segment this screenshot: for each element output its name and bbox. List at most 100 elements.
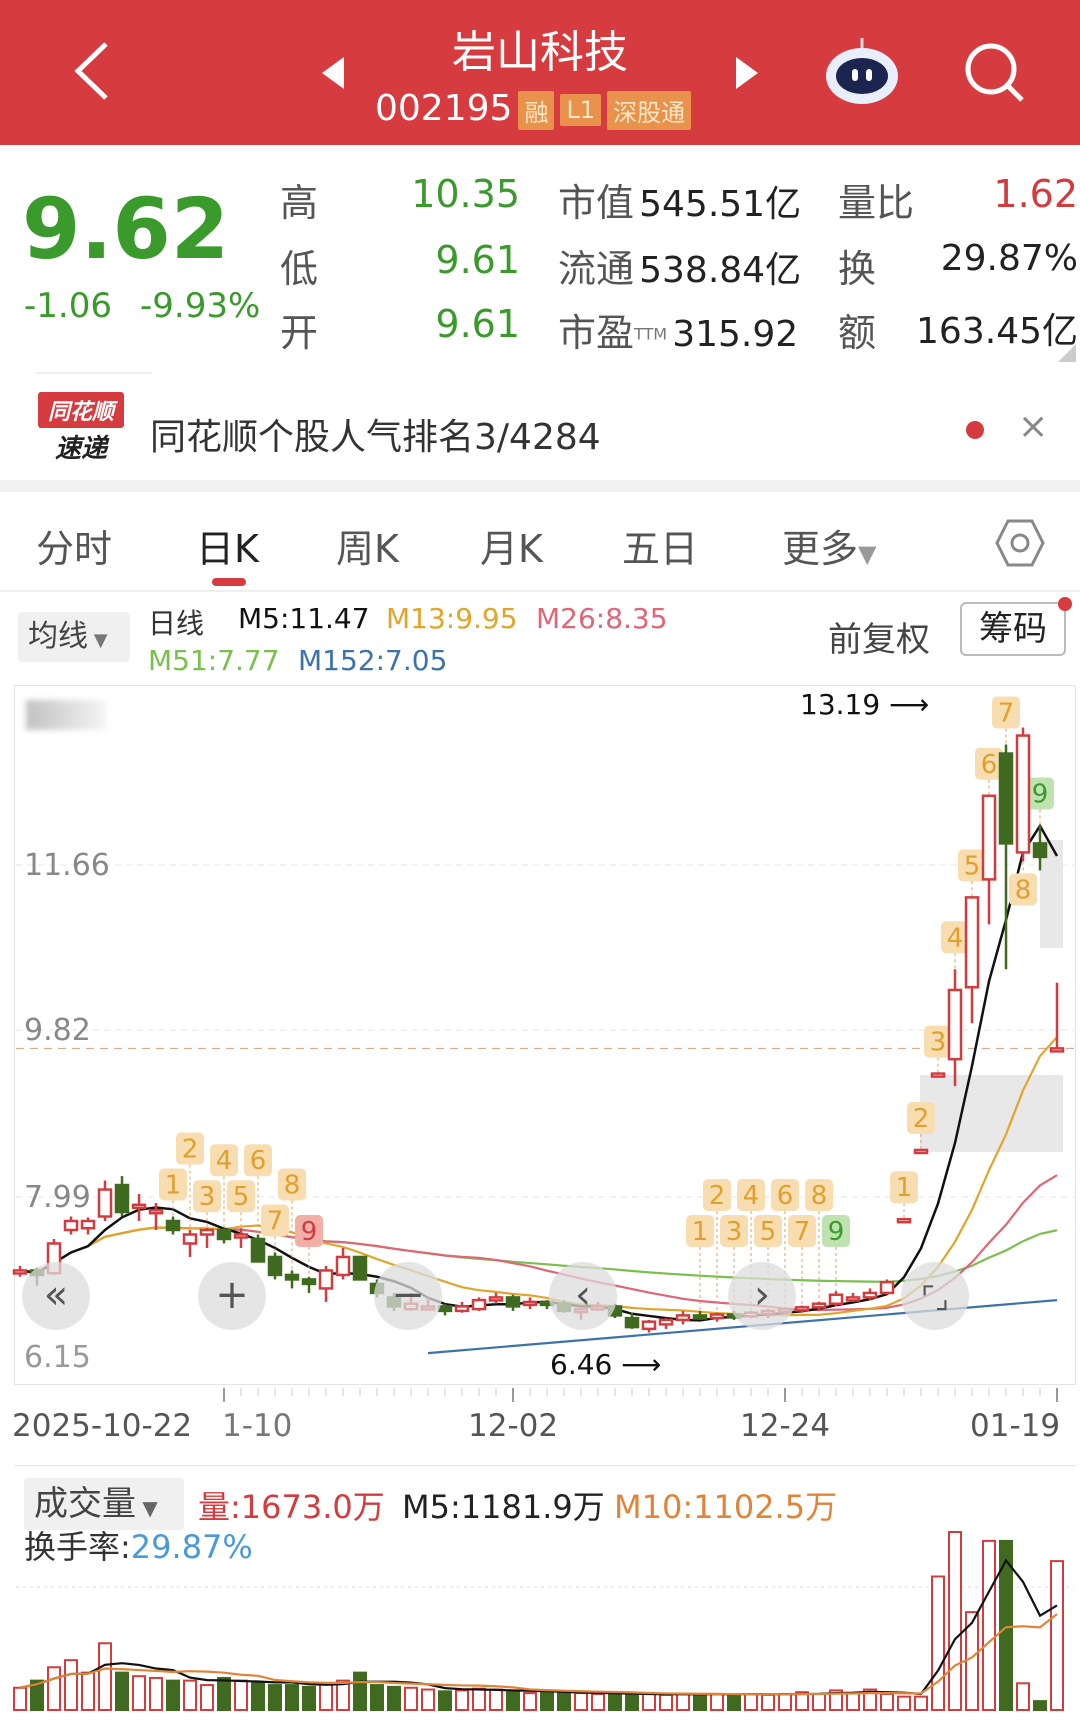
candle-body <box>692 1314 708 1320</box>
amount-label: 额 <box>838 311 877 355</box>
stock-code-row: 002195 融 L1 深股通 <box>375 88 692 130</box>
td-mark-badge <box>754 1215 782 1247</box>
candle-body <box>216 1228 232 1241</box>
candle-body <box>964 896 980 989</box>
td-mark-badge <box>992 696 1020 729</box>
fullscreen-button[interactable]: ⌜⌟ <box>901 1262 969 1330</box>
volume-bar <box>98 1642 112 1711</box>
volume-bar <box>166 1679 180 1712</box>
dropdown-triangle-icon: ▼ <box>858 540 877 568</box>
volume-bar <box>132 1675 146 1712</box>
candle-body <box>352 1255 368 1281</box>
price-change: -1.06 <box>24 286 112 326</box>
candle-body <box>233 1233 249 1239</box>
td-mark-badge <box>1026 777 1054 810</box>
candle-body <box>318 1269 334 1290</box>
volume-ratio-value: 1.62 <box>993 172 1078 216</box>
candle-body <box>199 1228 215 1236</box>
market-cap-label: 市值 <box>558 181 635 225</box>
forward-adjust-button[interactable]: 前复权 <box>828 620 930 660</box>
candle-body <box>641 1320 657 1331</box>
td-mark-label: 1 <box>165 1171 182 1201</box>
volume-indicator-selector[interactable]: 成交量 ▼ <box>24 1478 184 1530</box>
close-banner-icon[interactable]: × <box>1018 406 1049 447</box>
candle-body <box>97 1188 113 1218</box>
tab-five-day[interactable]: 五日 <box>622 527 699 571</box>
candle-body <box>114 1183 130 1214</box>
tab-daily-k[interactable]: 日K <box>196 527 259 571</box>
volume-bar <box>982 1539 996 1712</box>
kline-chart[interactable] <box>14 685 1076 1385</box>
pe-label: 市盈 <box>558 311 635 355</box>
chips-button[interactable]: 筹码 <box>960 602 1066 656</box>
candle-body <box>488 1296 504 1302</box>
td-mark-label: 9 <box>828 1217 845 1247</box>
robot-icon[interactable] <box>822 34 902 106</box>
td-mark-label: 9 <box>301 1217 318 1247</box>
x-tick-label: 1-10 <box>222 1408 293 1444</box>
market-cap: 市值 545.51亿 <box>558 172 801 227</box>
section-gap <box>0 480 1080 492</box>
expand-corner-icon[interactable] <box>1058 344 1076 362</box>
candle-body <box>794 1306 810 1312</box>
candle-body <box>1032 842 1048 859</box>
prev-stock-arrow-icon[interactable] <box>320 55 346 91</box>
volume-bar <box>999 1539 1013 1712</box>
candle-body <box>182 1233 198 1245</box>
y-tick-label: 6.15 <box>24 1340 91 1375</box>
td-mark-badge <box>720 1215 748 1247</box>
td-mark-label: 6 <box>981 750 998 780</box>
zoom-in-button[interactable]: + <box>198 1262 266 1330</box>
td-mark-badge <box>159 1168 187 1201</box>
ma13-line <box>19 1036 1058 1317</box>
volume-panel <box>14 1465 1076 1723</box>
active-tab-indicator <box>212 578 246 586</box>
arrow-right-icon: ⟶ <box>621 1348 662 1381</box>
td-mark-badge <box>176 1132 204 1165</box>
volume-value: 量:1673.0万 <box>198 1488 385 1526</box>
td-mark-label: 6 <box>777 1181 794 1211</box>
candle-body <box>471 1298 487 1311</box>
td-mark-badge <box>261 1204 289 1237</box>
low-value: 9.61 <box>435 238 520 282</box>
tag-margin: 融 <box>518 90 555 130</box>
pan-left-button[interactable]: ‹ <box>549 1262 617 1330</box>
scroll-to-start-button[interactable]: « <box>22 1262 90 1330</box>
candle-body <box>930 1072 946 1078</box>
zoom-in-icon: + <box>215 1272 249 1318</box>
candle-body <box>505 1296 521 1308</box>
popularity-rank-text[interactable]: 同花顺个股人气排名3/4284 <box>150 417 601 458</box>
zoom-out-button[interactable]: − <box>374 1262 442 1330</box>
tab-monthly-k[interactable]: 月K <box>480 527 543 571</box>
td-mark-badge <box>975 747 1003 780</box>
volume-bar <box>387 1685 401 1711</box>
volume-ratio-label: 量比 <box>838 181 915 225</box>
next-stock-arrow-icon[interactable] <box>734 55 760 91</box>
candle-body <box>845 1296 861 1302</box>
x-tick-label: 01-19 <box>970 1408 1061 1444</box>
indicator-selector[interactable]: 均线 ▼ <box>18 612 130 662</box>
gap-zone <box>1040 840 1063 948</box>
logo-bottom: 速递 <box>54 434 107 464</box>
td-mark-badge <box>244 1144 272 1177</box>
tab-weekly-k[interactable]: 周K <box>336 527 399 571</box>
td-mark-label: 1 <box>692 1217 709 1247</box>
candle-body <box>981 794 997 881</box>
volume-bar <box>1033 1700 1047 1711</box>
search-icon[interactable] <box>962 40 1026 104</box>
pan-right-button[interactable]: › <box>728 1262 796 1330</box>
volume-bar <box>336 1679 350 1712</box>
market-cap-value: 545.51亿 <box>639 184 802 225</box>
open-value: 9.61 <box>435 302 520 346</box>
candle-body <box>947 988 963 1061</box>
td-mark-badge <box>210 1144 238 1177</box>
td-mark-badge <box>890 1171 918 1204</box>
volume-bar <box>149 1676 163 1711</box>
tab-intraday[interactable]: 分时 <box>36 527 113 571</box>
settings-hexagon-icon[interactable] <box>995 518 1045 568</box>
candle-body <box>675 1314 691 1322</box>
back-chevron-left-icon[interactable] <box>70 40 114 102</box>
td-mark-label: 1 <box>896 1173 913 1203</box>
tab-more[interactable]: 更多▼ <box>782 518 876 573</box>
volume-bar <box>217 1676 231 1711</box>
